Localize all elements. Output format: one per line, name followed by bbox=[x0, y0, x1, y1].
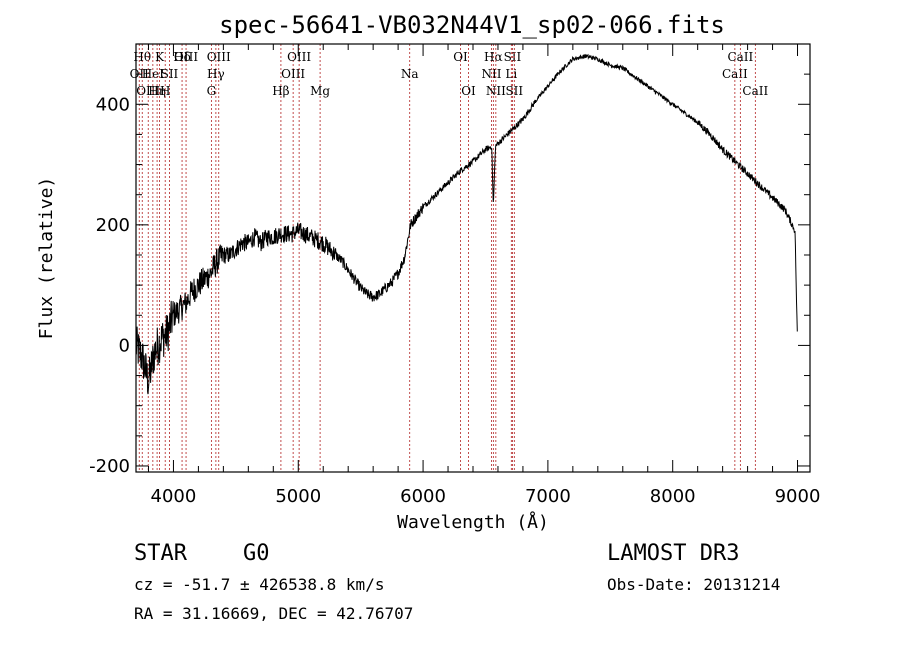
line-marker-label-17: Na bbox=[401, 67, 419, 81]
line-marker-label-11: Hγ bbox=[207, 67, 225, 81]
survey-name: LAMOST DR3 bbox=[607, 541, 739, 566]
coordinates: RA = 31.16669, DEC = 42.76707 bbox=[134, 604, 413, 623]
x-tick-label: 7000 bbox=[525, 486, 571, 507]
line-marker-label-20: NII bbox=[481, 67, 501, 81]
spectrum-line bbox=[135, 53, 798, 395]
line-marker-label-13: Hβ bbox=[272, 84, 289, 98]
y-tick-label: 0 bbox=[119, 335, 130, 356]
redshift-cz: cz = -51.7 ± 426538.8 km/s bbox=[134, 575, 384, 594]
subclass: G0 bbox=[243, 541, 270, 566]
line-marker-label-16: Mg bbox=[310, 84, 330, 98]
x-tick-label: 5000 bbox=[275, 486, 321, 507]
line-marker-label-21: Hα bbox=[484, 50, 503, 64]
y-tick-label: 400 bbox=[96, 94, 130, 115]
line-marker-label-26: CaII bbox=[722, 67, 748, 81]
x-tick-label: 9000 bbox=[775, 486, 821, 507]
y-tick-label: 200 bbox=[96, 215, 130, 236]
emission-line-markers: OIIHθOIIIHeIHηKHSIIHδOIIIGHγOIIIHβOIIIOI… bbox=[130, 44, 768, 472]
line-marker-label-3: HeI bbox=[142, 67, 165, 81]
obs-date: Obs-Date: 20131214 bbox=[607, 575, 780, 594]
x-axis-label: Wavelength (Å) bbox=[397, 511, 549, 533]
line-marker-label-23: Li bbox=[505, 67, 517, 81]
line-marker-label-2: OIII bbox=[136, 84, 160, 98]
line-marker-label-24: SII bbox=[504, 50, 522, 64]
line-marker-label-12: OIII bbox=[207, 50, 231, 64]
line-marker-label-14: OIII bbox=[281, 67, 305, 81]
line-marker-label-10: G bbox=[207, 84, 217, 98]
x-tick-label: 4000 bbox=[151, 486, 197, 507]
line-marker-label-4: Hη bbox=[148, 84, 166, 98]
x-tick-label: 8000 bbox=[650, 486, 696, 507]
line-marker-label-1: Hθ bbox=[133, 50, 151, 64]
y-axis-label: Flux (relative) bbox=[36, 177, 57, 340]
chart-title: spec-56641-VB032N44V1_sp02-066.fits bbox=[219, 11, 725, 39]
x-tick-label: 6000 bbox=[400, 486, 446, 507]
line-marker-label-25: SII bbox=[505, 84, 523, 98]
line-marker-label-9: OIII bbox=[174, 50, 198, 64]
line-marker-label-27: CaII bbox=[727, 50, 753, 64]
line-marker-label-7: SII bbox=[161, 67, 179, 81]
object-class: STAR bbox=[134, 541, 188, 566]
line-marker-label-15: OIII bbox=[287, 50, 311, 64]
line-marker-label-8: Hδ bbox=[173, 50, 191, 64]
line-marker-label-28: CaII bbox=[742, 84, 768, 98]
line-marker-label-19: OI bbox=[461, 84, 476, 98]
line-marker-label-6: H bbox=[160, 84, 170, 98]
line-marker-label-5: K bbox=[155, 50, 165, 64]
line-marker-label-22: NII bbox=[486, 84, 506, 98]
y-tick-label: -200 bbox=[89, 456, 130, 477]
line-marker-label-18: OI bbox=[453, 50, 468, 64]
axis-ticks: 4000 5000 6000 7000 8000 9000 -200 0 200 400 bbox=[89, 43, 821, 507]
plot-frame bbox=[135, 43, 811, 473]
